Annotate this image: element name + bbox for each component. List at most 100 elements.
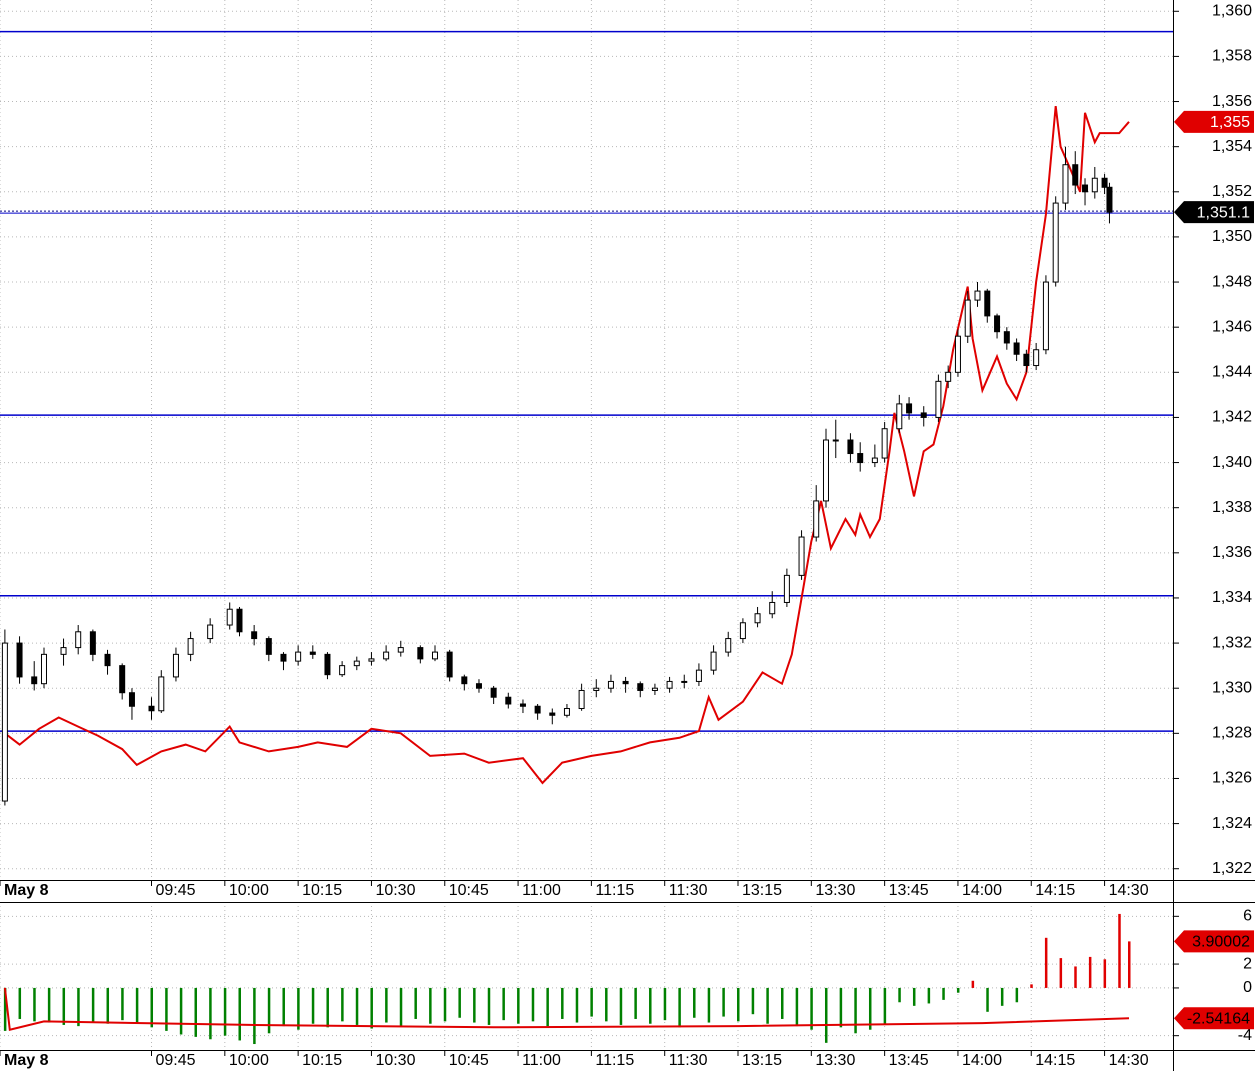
x-tick-label: 10:15 — [302, 882, 342, 899]
histogram-bar — [355, 987, 359, 1025]
histogram-bar — [473, 987, 476, 1023]
histogram-bar — [47, 987, 51, 1023]
candle-body — [158, 676, 165, 712]
histogram-bar — [341, 987, 344, 1022]
candle-body — [1033, 349, 1040, 367]
histogram-bar — [253, 987, 256, 1045]
histogram-bar — [414, 987, 417, 1019]
candle-body — [651, 687, 658, 691]
candle-body — [906, 403, 913, 414]
x-tick-label: 13:45 — [889, 882, 929, 899]
candle-body — [1062, 164, 1069, 204]
histogram-bar — [179, 987, 183, 1035]
x-tick-label: 14:15 — [1035, 882, 1075, 899]
candle-body — [896, 403, 903, 430]
y-tick-label: 1,352 — [1212, 183, 1252, 200]
candle-body — [1023, 353, 1030, 367]
candle-body — [236, 608, 243, 633]
candle-body — [1013, 342, 1020, 355]
candle-body — [148, 705, 155, 712]
x-tick-label: 13:30 — [815, 882, 855, 899]
histogram-bar — [956, 987, 960, 993]
x-tick-label: 11:15 — [595, 882, 634, 899]
histogram-bar — [605, 987, 608, 1022]
histogram-bar — [1059, 958, 1063, 988]
histogram-bar — [223, 987, 227, 1036]
candle-body — [964, 299, 971, 337]
candle-body — [353, 660, 360, 667]
histogram-bar — [1030, 984, 1033, 988]
y-tick-label: 1,334 — [1212, 589, 1252, 606]
candle-body — [769, 601, 776, 615]
candle-body — [251, 631, 258, 640]
candle-body — [309, 651, 316, 655]
flag-layer: 1,355 1,351.1 3.90002 -2.54164 — [1174, 110, 1254, 1030]
histogram-bar — [781, 987, 784, 1019]
y-tick-label: 1,346 — [1212, 318, 1252, 335]
candle-body — [89, 631, 96, 655]
candle-body — [920, 412, 927, 418]
candle-body — [813, 500, 820, 538]
candle-body — [1091, 177, 1098, 193]
line-last-value-label-shape — [1174, 1007, 1254, 1030]
y-tick-label: 1,354 — [1212, 138, 1252, 155]
candle-body — [461, 676, 468, 685]
candle-body — [339, 665, 346, 676]
candle-body — [974, 290, 981, 301]
x-tick-label: 14:15 — [1035, 1052, 1075, 1069]
histogram-bar — [737, 987, 740, 1022]
last-price-label: 1,351.1 — [1197, 204, 1250, 221]
candle-body — [534, 705, 541, 714]
histogram-bar — [561, 987, 564, 1019]
candle-body — [128, 692, 135, 707]
candle-body — [739, 622, 746, 640]
candle-body — [383, 651, 390, 660]
histogram-bar — [619, 987, 623, 1025]
y-tick-label: 1,332 — [1212, 634, 1252, 651]
candle-body — [324, 653, 331, 676]
x-tick-label: 13:30 — [815, 1052, 855, 1069]
candle-body — [431, 651, 438, 660]
x-tick-label: 10:00 — [229, 1052, 269, 1069]
histogram-bar — [1015, 987, 1019, 1003]
histogram-bar — [33, 987, 36, 1022]
candle-body — [832, 439, 839, 442]
candle-body — [563, 708, 570, 716]
histogram-bar — [824, 987, 828, 1043]
histogram-bar — [663, 987, 667, 1021]
candle-body — [265, 638, 272, 655]
x-tick-label: 13:15 — [742, 1052, 782, 1069]
histogram-bar — [326, 987, 329, 1028]
candle-body — [368, 658, 375, 662]
histogram-bar — [868, 987, 872, 1030]
histogram-bar — [854, 987, 857, 1034]
histogram-bar — [575, 987, 579, 1023]
histogram-bar — [370, 987, 373, 1029]
y-tick-label: 1,358 — [1212, 48, 1252, 65]
histogram-bar — [209, 987, 212, 1040]
histogram-bar — [590, 987, 593, 1017]
histogram-bar — [1044, 937, 1048, 988]
histogram-bar — [458, 987, 461, 1018]
histogram-bar — [429, 987, 432, 1024]
y-tick-label: 1,322 — [1212, 860, 1252, 877]
x-tick-label: 10:45 — [449, 882, 489, 899]
histogram-bar — [1000, 987, 1004, 1006]
histogram-bar — [722, 987, 725, 1017]
candle-body — [475, 683, 482, 689]
histogram-bar — [751, 987, 755, 1015]
last-price-label-shape — [1174, 201, 1254, 224]
y-tick-label: 1,342 — [1212, 409, 1252, 426]
histogram-bar — [693, 987, 696, 1018]
x-tick-label: 10:00 — [229, 882, 269, 899]
histogram-bar — [3, 987, 7, 1031]
y-tick-label: 1,326 — [1212, 770, 1252, 787]
y-tick-label: 1,340 — [1212, 454, 1252, 471]
y-tick-label: 1,328 — [1212, 725, 1252, 742]
candle-body — [1072, 164, 1079, 186]
x-tick-label: 11:00 — [522, 1052, 561, 1069]
x-tick-label: May 8 — [4, 882, 49, 899]
x-tick-label: 09:45 — [156, 1052, 196, 1069]
